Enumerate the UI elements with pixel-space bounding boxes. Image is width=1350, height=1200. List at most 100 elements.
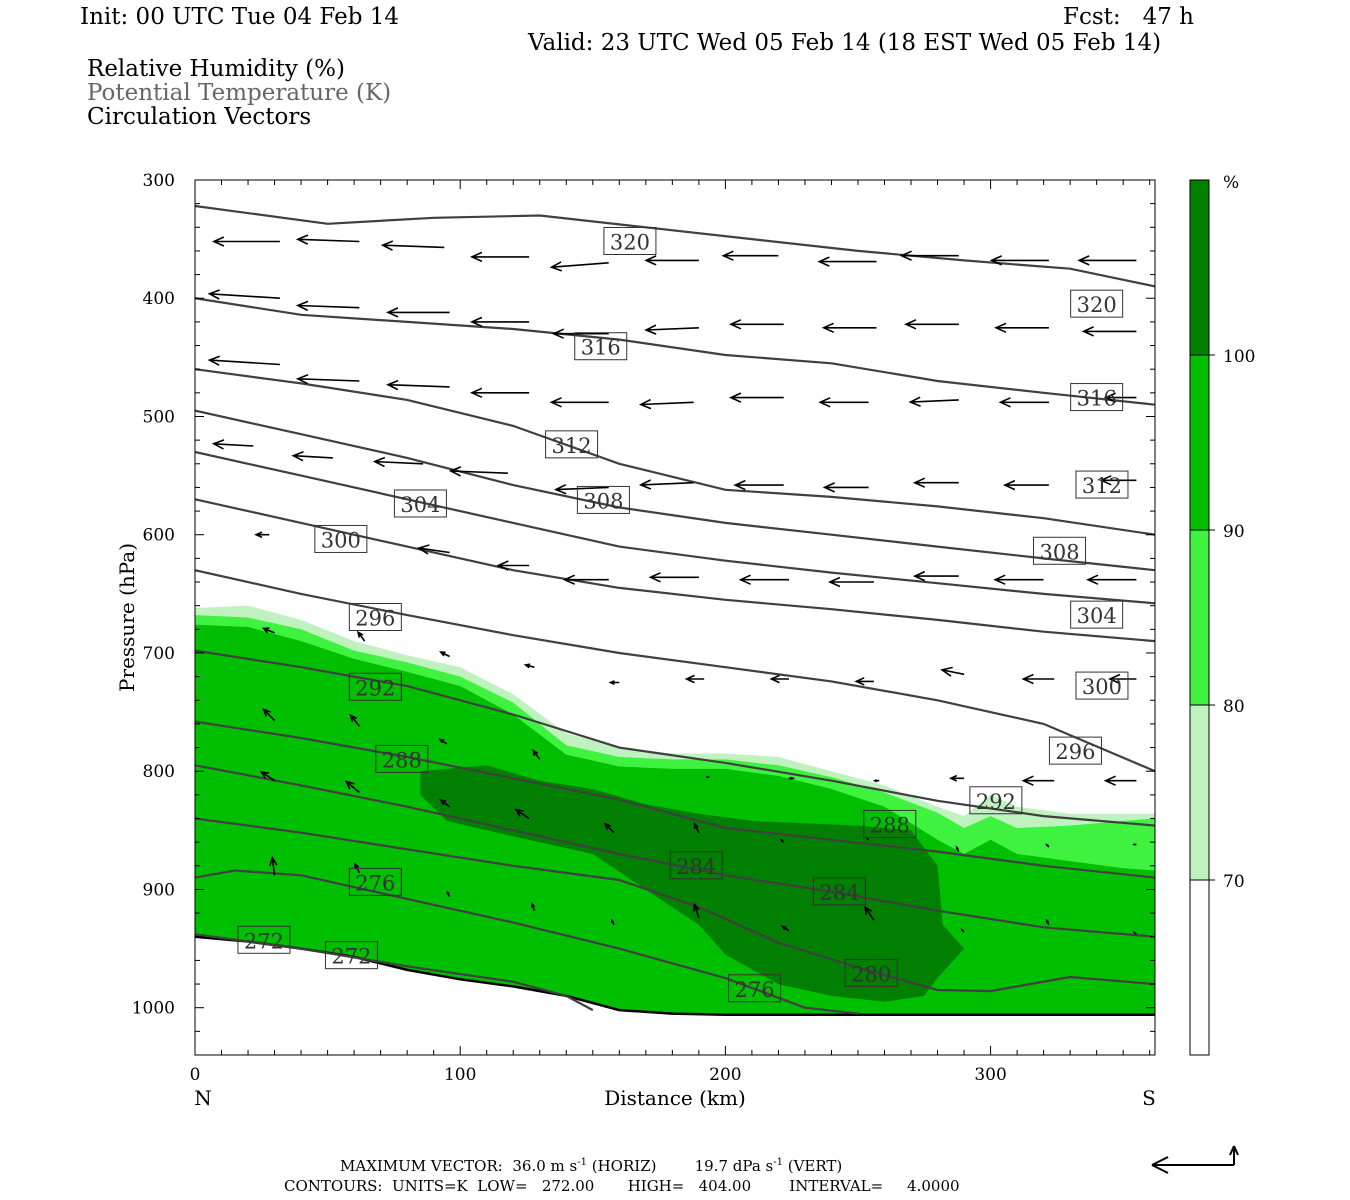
colorbar-segment (1190, 355, 1209, 530)
colorbar-tick-label: 90 (1223, 522, 1245, 542)
contour-label-text: 304 (400, 493, 440, 517)
circulation-vector (1132, 843, 1137, 846)
contour-label-text: 296 (1055, 740, 1095, 764)
circulation-vector (380, 240, 445, 251)
circulation-vector (1086, 574, 1137, 585)
circulation-vector (648, 572, 699, 583)
circulation-vector (386, 379, 450, 391)
contour-label-320: 320 (603, 226, 657, 255)
contour-labels: 320 320 316 316 312 312 308 308 304 304 300 300 296 2… (237, 226, 1129, 1003)
circulation-vector (705, 775, 710, 779)
y-tick-label: 600 (143, 526, 175, 546)
contour-label-276: 276 (728, 974, 782, 1003)
circulation-vector (439, 651, 450, 658)
contour-label-text: 276 (735, 978, 775, 1002)
contour-label-312: 312 (545, 430, 599, 459)
circulation-vector (532, 749, 541, 760)
contour-label-box (375, 744, 429, 773)
contour-label-text: 280 (851, 962, 891, 986)
circulation-vector (438, 738, 448, 745)
circulation-vector (446, 890, 451, 897)
contour-label-box (576, 485, 630, 514)
theta-contour-288 (195, 764, 1155, 938)
circulation-vector (780, 838, 785, 843)
y-tick-label: 300 (143, 171, 175, 191)
contour-label-box (348, 867, 402, 896)
reference-vector-icon (1151, 1145, 1239, 1174)
max-vector-prefix: MAXIMUM VECTOR: 36.0 m s (340, 1157, 578, 1175)
contour-label-text: 292 (976, 790, 1016, 814)
circulation-vector (349, 713, 361, 727)
contour-label-box (1075, 470, 1129, 499)
contour-label-296: 296 (1048, 736, 1102, 765)
circulation-vector (549, 397, 609, 408)
field-label-relative-humidity: Relative Humidity (%) (87, 56, 345, 82)
circulation-vector (821, 322, 877, 334)
x-tick-label: 0 (190, 1065, 201, 1085)
contour-label-box (348, 672, 402, 701)
contour-label-text: 272 (331, 945, 371, 969)
contour-label-292: 292 (969, 786, 1023, 815)
circulation-vector (644, 324, 699, 335)
circulation-vector (948, 774, 965, 782)
contour-label-box (669, 851, 723, 880)
axes: 0 100 200 300 300 400 500 600 700 800 900 1000 Dista… (115, 171, 1156, 1110)
max-vector-horiz: (HORIZ) (586, 1157, 657, 1175)
contour-label-box (237, 925, 291, 954)
theta-contour-276 (195, 933, 594, 1012)
init-label: Init: 00 UTC Tue 04 Feb 14 (80, 4, 400, 30)
field-label-circulation-vectors: Circulation Vectors (87, 104, 312, 130)
circulation-vector (514, 808, 530, 820)
circulation-vector (531, 902, 536, 911)
circulation-vector (872, 779, 880, 783)
y-tick-label: 500 (143, 407, 175, 427)
circulation-vector (818, 397, 869, 408)
circulation-vector (523, 663, 535, 669)
forecast-hour-label: Fcst: 47 h (1063, 4, 1194, 30)
colorbar-frame (1189, 179, 1210, 1056)
circulation-vector (817, 256, 877, 267)
rh-region-100 (420, 765, 965, 1002)
contour-label-text: 304 (1077, 604, 1117, 628)
contour-label-box (324, 941, 378, 970)
circulation-vector (608, 680, 620, 686)
circulation-vector (439, 798, 451, 808)
contour-label-box (393, 489, 447, 518)
contour-info-label: CONTOURS: UNITS=K LOW= 272.00 HIGH= 404.… (284, 1177, 960, 1195)
colorbar-segment (1190, 530, 1209, 705)
circulation-vector (372, 456, 424, 468)
circulation-vector (356, 630, 366, 642)
circulation-vector (721, 250, 779, 261)
max-vector-vert-value: 19.7 dPa s (656, 1157, 774, 1175)
circulation-vector (549, 261, 609, 272)
contour-label-text: 272 (244, 929, 284, 953)
contour-label-box (1033, 536, 1087, 565)
circulation-vectors (207, 234, 1137, 935)
contour-label-284: 284 (669, 851, 723, 880)
circulation-vector (1103, 775, 1137, 786)
circulation-vector (912, 570, 959, 582)
circulation-vector (1081, 326, 1137, 337)
circulation-vector (644, 255, 699, 266)
circulation-vector (899, 250, 959, 261)
circulation-vector (553, 483, 609, 495)
circulation-vector (211, 439, 254, 450)
circulation-vector (993, 574, 1044, 585)
x-tick-label: 200 (709, 1065, 741, 1085)
y-tick-label: 800 (143, 762, 175, 782)
circulation-vector (989, 255, 1049, 266)
circulation-vector (1132, 930, 1137, 935)
circulation-vector (1045, 843, 1050, 848)
theta-contour-304 (195, 498, 1155, 643)
contour-label-288: 288 (375, 744, 429, 773)
contour-label-text: 292 (355, 676, 395, 700)
y-tick-label: 1000 (132, 999, 175, 1019)
circulation-vector (728, 392, 784, 403)
field-label-potential-temperature: Potential Temperature (K) (87, 80, 392, 106)
contour-label-272: 272 (237, 925, 291, 954)
circulation-vector (728, 319, 784, 330)
colorbar: 70 80 90 100% (1189, 173, 1255, 1056)
contour-label-text: 320 (1077, 293, 1117, 317)
contour-label-text: 300 (1082, 675, 1122, 699)
